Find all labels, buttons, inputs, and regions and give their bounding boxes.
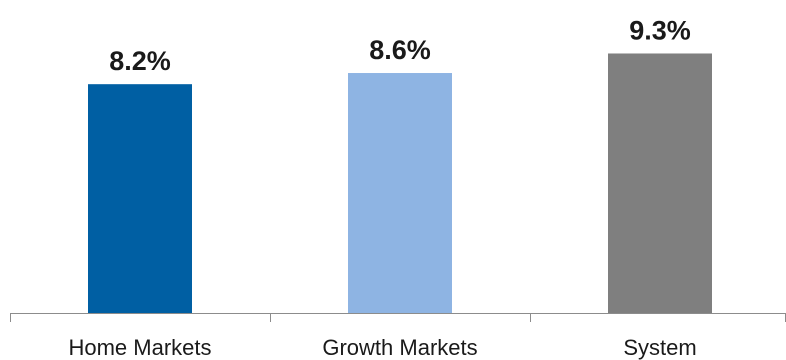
value-label-home-markets: 8.2% <box>109 46 171 76</box>
value-label-system: 9.3% <box>629 15 691 45</box>
value-labels-layer: 8.2% 8.6% 9.3% <box>109 15 691 76</box>
category-label-system: System <box>623 335 696 360</box>
x-axis-ticks <box>10 313 786 322</box>
category-label-growth-markets: Growth Markets <box>322 335 477 360</box>
bar-system <box>608 53 712 313</box>
category-label-home-markets: Home Markets <box>68 335 211 360</box>
category-labels-layer: Home Markets Growth Markets System <box>68 335 696 360</box>
bars-layer <box>88 53 712 314</box>
bar-growth-markets <box>348 73 452 314</box>
value-label-growth-markets: 8.6% <box>369 35 431 65</box>
bar-home-markets <box>88 84 192 313</box>
